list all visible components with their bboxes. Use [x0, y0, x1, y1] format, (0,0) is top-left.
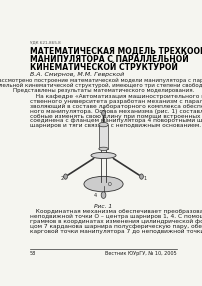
- Circle shape: [140, 174, 143, 179]
- Text: МАТЕМАТИЧЕСКАЯ МОДЕЛЬ ТРЕХКООРДИНАТНОГО: МАТЕМАТИЧЕСКАЯ МОДЕЛЬ ТРЕХКООРДИНАТНОГО: [30, 46, 202, 55]
- Text: 4: 4: [94, 192, 97, 198]
- Text: лельной кинематической структурой, имеющего три степени свободы.: лельной кинематической структурой, имеющ…: [0, 83, 202, 88]
- Text: O: O: [108, 182, 112, 186]
- Text: 2: 2: [61, 176, 64, 181]
- Ellipse shape: [99, 122, 108, 127]
- Bar: [99, 125, 108, 149]
- Text: 58: 58: [30, 251, 36, 256]
- Text: На кафедре «Автоматизация машиностроительного производства» Южно-Уральского госу: На кафедре «Автоматизация машиностроител…: [30, 94, 202, 99]
- Circle shape: [64, 174, 67, 179]
- Text: УДК 621-865.8: УДК 621-865.8: [30, 41, 61, 45]
- Text: граммов в координатах изменения цилиндрической формы, манипулятор обращает с вну: граммов в координатах изменения цилиндри…: [30, 219, 202, 224]
- Text: соединена с фланцем манипулятора 4 поворотными шарнирами, при помощи параллельны: соединена с фланцем манипулятора 4 повор…: [30, 118, 202, 123]
- Circle shape: [102, 110, 105, 116]
- Text: Вестник ЮУрГУ, № 10, 2005: Вестник ЮУрГУ, № 10, 2005: [105, 251, 177, 256]
- Text: ственного университета разработан механизм с параллельной кинематической структу: ственного университета разработан механи…: [30, 99, 202, 104]
- Text: Рассмотрено построение математической модели манипулятора с парал-: Рассмотрено построение математической мо…: [0, 78, 202, 83]
- Text: собные изменять свою длину при помощи встроенных в них электродвигателей. Каждая: собные изменять свою длину при помощи вс…: [30, 113, 202, 118]
- Ellipse shape: [91, 152, 116, 158]
- Text: В.А. Смирнов, М.М. Геврской: В.А. Смирнов, М.М. Геврской: [30, 72, 124, 77]
- Text: Координатная механизма обеспечивает преобразование движения манипулятора 4 вокру: Координатная механизма обеспечивает прео…: [30, 209, 202, 214]
- Text: Представлены результаты математического моделирования.: Представлены результаты математического …: [13, 88, 194, 93]
- Text: Рис. 1: Рис. 1: [95, 204, 113, 209]
- Text: КИНЕМАТИЧЕСКОЙ СТРУКТУРОЙ: КИНЕМАТИЧЕСКОЙ СТРУКТУРОЙ: [30, 63, 178, 72]
- Ellipse shape: [99, 147, 108, 150]
- Text: зволяющий в составе лабораторного комплекса обеспечивать устройствам роль трёхко: зволяющий в составе лабораторного компле…: [30, 104, 202, 109]
- Circle shape: [101, 192, 106, 198]
- Text: МАНИПУЛЯТОРА С ПАРАЛЛЕЛЬНОЙ: МАНИПУЛЯТОРА С ПАРАЛЛЕЛЬНОЙ: [30, 55, 189, 64]
- Text: ного манипулятора. Основа механизма (рис. 1) составляет три раздвижные штанги 1,: ного манипулятора. Основа механизма (рис…: [30, 108, 202, 114]
- Text: неподвижной точки O – центра шарниров 1, 4. С помощью четырехзвенной шарнирной п: неподвижной точки O – центра шарниров 1,…: [30, 214, 202, 219]
- Ellipse shape: [84, 176, 123, 192]
- Text: 3: 3: [102, 107, 105, 112]
- Text: карговой точки манипулятора 7 до неподвижной точки O.: карговой точки манипулятора 7 до неподви…: [30, 229, 202, 234]
- Text: шарниров и тяги связана с неподвижным основанием.: шарниров и тяги связана с неподвижным ос…: [30, 123, 201, 128]
- Text: 1: 1: [143, 176, 146, 181]
- Text: цом 7 карданова шарнира полусферическую пару, обеспечивающую изменение расстояни: цом 7 карданова шарнира полусферическую …: [30, 224, 202, 229]
